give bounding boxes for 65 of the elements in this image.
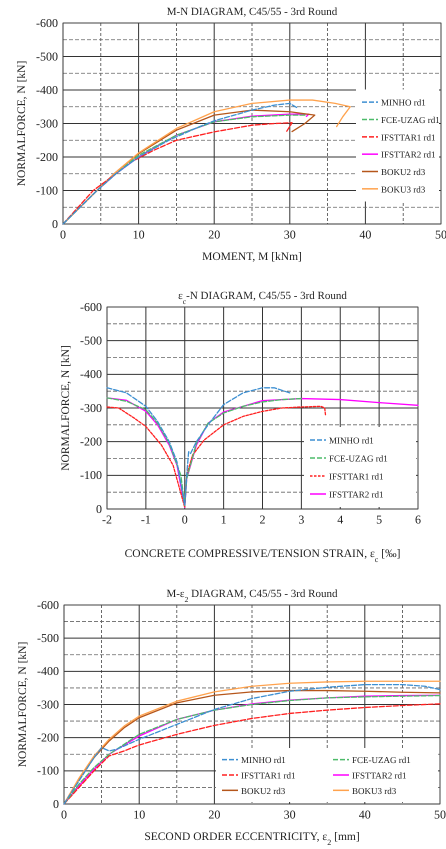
x-tick-label: 1: [220, 512, 227, 527]
y-tick-label: -100: [36, 183, 58, 198]
x-tick-label: 10: [133, 808, 146, 822]
y-tick-label: -500: [37, 631, 59, 646]
legend-label: FCE-UZAG rd1: [329, 454, 388, 464]
y-tick-label: -300: [37, 697, 59, 712]
legend-label: BOKU2 rd3: [381, 167, 426, 177]
x-tick-label: 40: [358, 808, 371, 822]
legend-label: MINHO rd1: [329, 436, 374, 446]
x-tick-label: 10: [132, 228, 145, 242]
x-tick-label: 20: [208, 808, 220, 822]
y-tick-label: -300: [36, 116, 58, 130]
y-tick-label: 0: [53, 796, 59, 811]
x-tick-label: 6: [415, 512, 421, 527]
y-tick-label: -500: [36, 49, 58, 64]
legend-label: BOKU3 rd3: [352, 786, 397, 796]
legend-label: IFSTTAR1 rd1: [381, 132, 436, 142]
y-tick-label: -400: [36, 82, 58, 97]
legend-label: MINHO rd1: [381, 98, 426, 108]
y-tick-label: -200: [36, 150, 58, 164]
x-tick-label: 50: [434, 808, 446, 822]
legend-label: BOKU2 rd3: [241, 786, 286, 796]
x-axis-title: CONCRETE COMPRESSIVE/TENSION STRAIN, ε$_{c}$ [‰]: [124, 548, 400, 564]
y-tick-label: -100: [80, 468, 102, 482]
y-tick-label: -600: [80, 300, 102, 314]
x-tick-label: 3: [298, 512, 304, 527]
x-tick-label: 30: [284, 228, 296, 242]
x-tick-label: 30: [284, 808, 296, 822]
chart-title: M-ε$_{2}$ DIAGRAM, C45/55 - 3rd Round: [166, 588, 338, 604]
y-tick-label: -600: [37, 598, 59, 612]
chart-title: ε$_{c}$-N DIAGRAM, C45/55 - 3rd Round: [178, 290, 348, 306]
legend-label: IFSTTAR1 rd1: [329, 472, 384, 482]
legend-label: IFSTTAR2 rd1: [352, 770, 407, 780]
legend-label: IFSTTAR2 rd1: [329, 490, 384, 500]
x-tick-label: -1: [140, 512, 151, 527]
y-tick-label: -400: [37, 664, 59, 678]
y-tick-label: -200: [80, 434, 102, 449]
chart-title: M-N DIAGRAM, C45/55 - 3rd Round: [166, 6, 338, 18]
x-tick-label: 20: [208, 228, 220, 242]
y-tick-label: 0: [96, 502, 102, 516]
y-tick-label: -600: [36, 16, 58, 30]
legend-label: FCE-UZAG rd1: [381, 115, 440, 125]
legend-label: MINHO rd1: [241, 755, 286, 766]
x-axis-title: SECOND ORDER ECCENTRICITY, ε$_{2}$ [mm]: [144, 831, 360, 846]
y-tick-label: -400: [80, 367, 102, 382]
legend-label: FCE-UZAG rd1: [352, 755, 411, 766]
x-tick-label: 40: [359, 228, 372, 242]
legend-label: IFSTTAR2 rd1: [381, 150, 436, 160]
y-axis-title: NORMALFORCE, N [kN]: [17, 642, 29, 768]
line-series: [106, 406, 326, 508]
x-tick-label: 0: [182, 512, 188, 527]
x-tick-label: 2: [260, 512, 266, 527]
x-tick-label: -2: [102, 512, 112, 527]
y-axis-title: NORMALFORCE, N [kN]: [60, 345, 72, 471]
legend-label: IFSTTAR1 rd1: [241, 770, 296, 780]
y-tick-label: -100: [37, 764, 59, 778]
y-tick-label: -300: [80, 400, 102, 415]
y-axis-title: NORMALFORCE, N [kN]: [16, 60, 28, 186]
y-tick-label: 0: [52, 216, 58, 231]
y-tick-label: -200: [37, 730, 59, 745]
x-tick-label: 4: [337, 512, 344, 527]
x-tick-label: 5: [376, 512, 382, 527]
x-axis-title: MOMENT, M [kNm]: [202, 251, 302, 263]
legend-label: BOKU3 rd3: [381, 184, 426, 194]
y-tick-label: -500: [80, 334, 102, 348]
